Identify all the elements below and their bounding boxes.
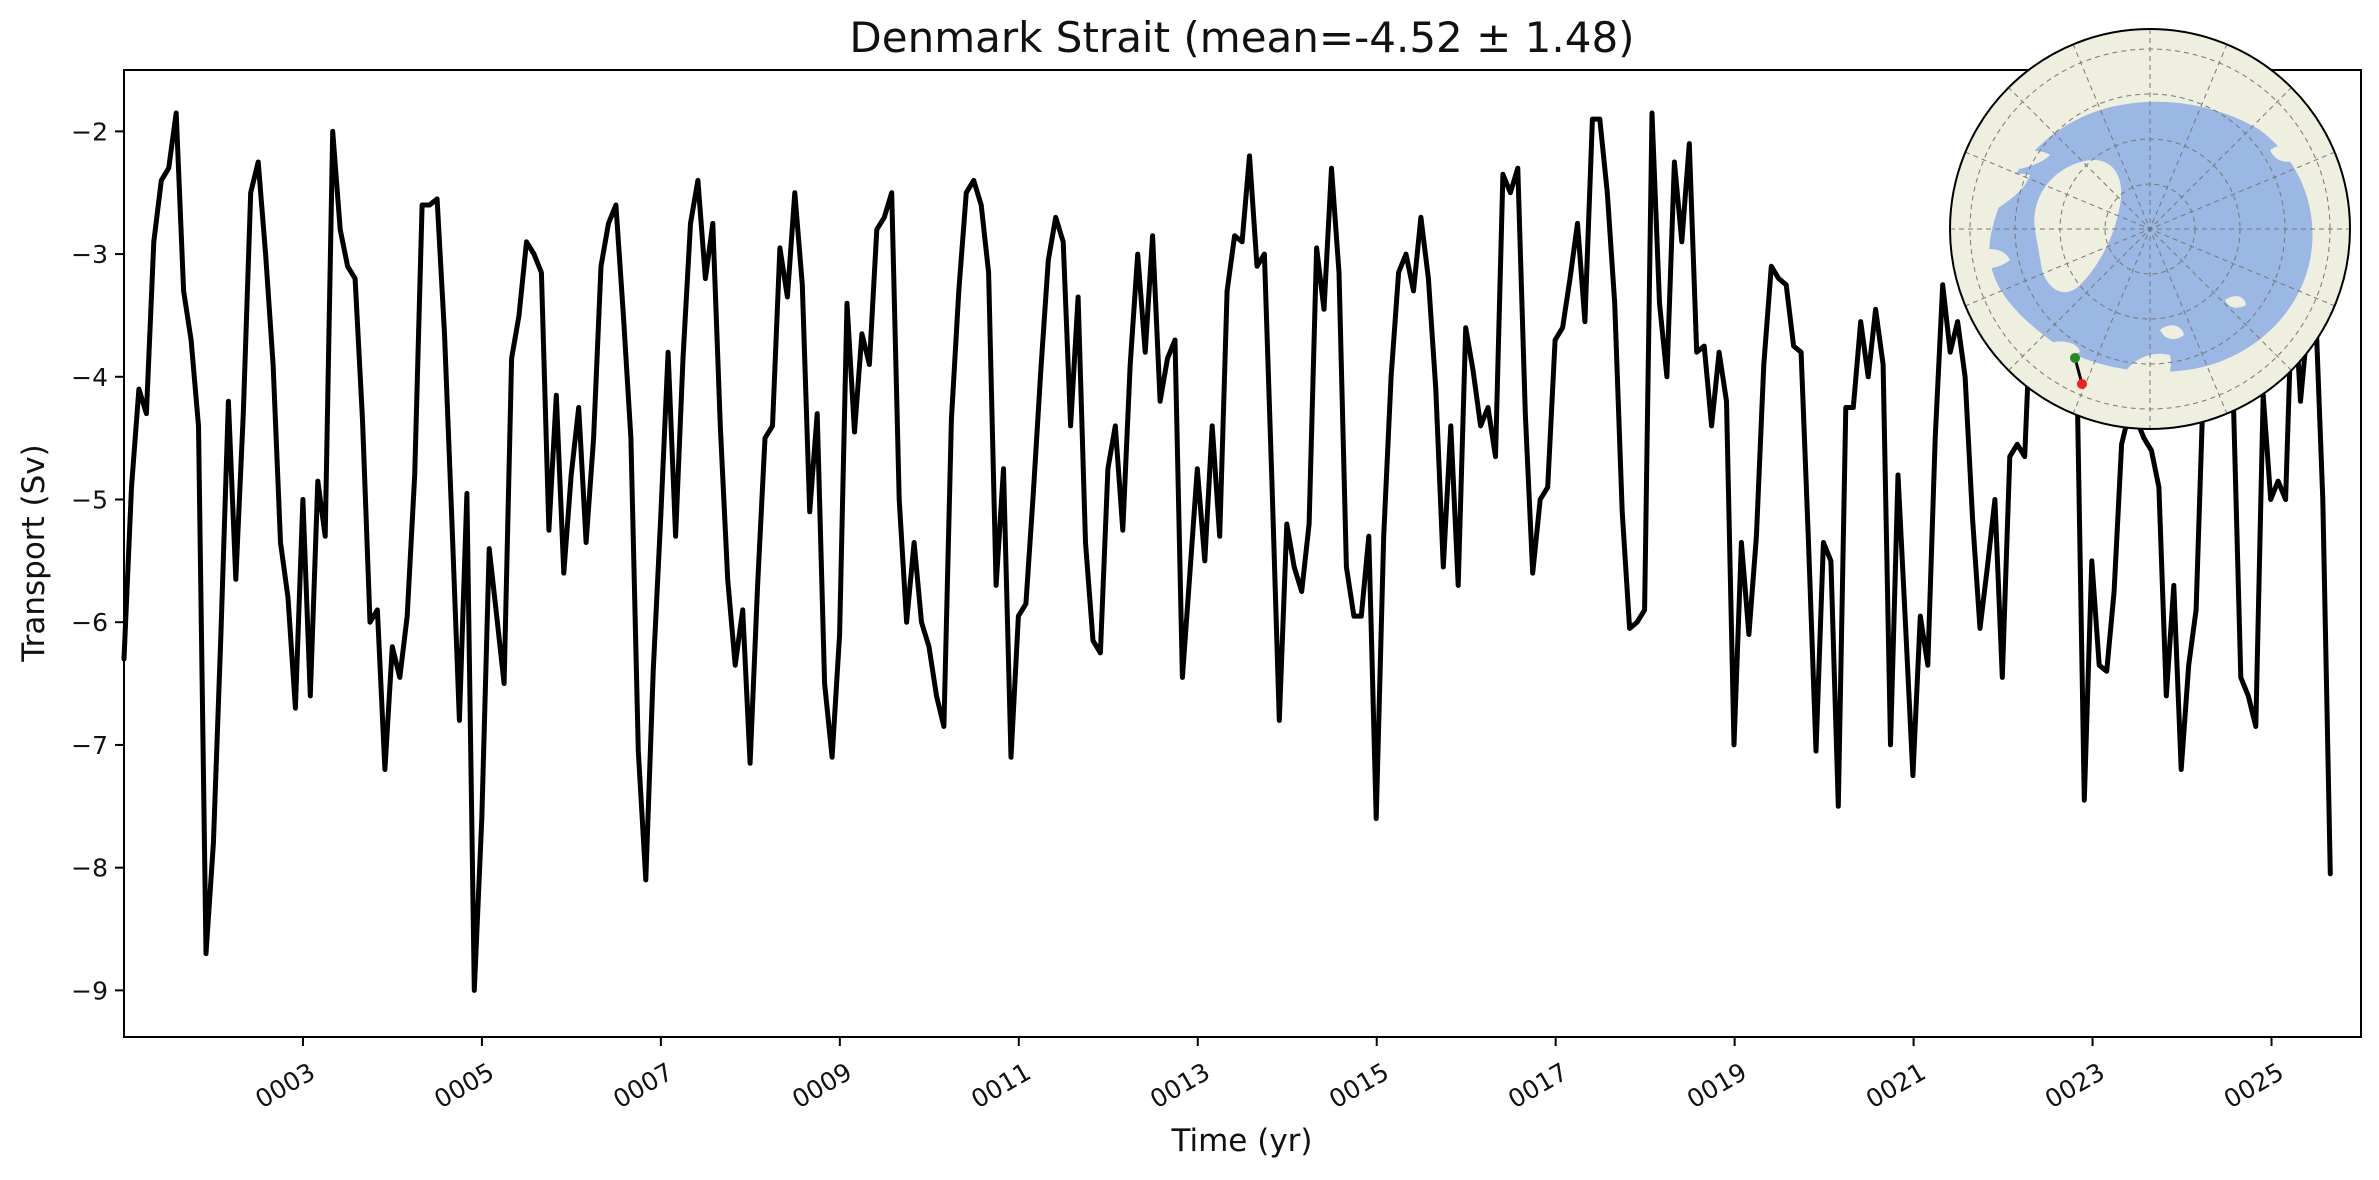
x-tick-label: 0015 xyxy=(1324,1057,1394,1114)
y-tick-label: −8 xyxy=(71,854,108,883)
inset-polar-map xyxy=(1949,28,2351,430)
map-land xyxy=(1950,29,2350,429)
x-tick-label: 0019 xyxy=(1682,1057,1752,1114)
series-line xyxy=(121,110,2333,993)
x-tick-label: 0005 xyxy=(429,1057,499,1114)
map-graticule xyxy=(1950,29,2350,429)
map-outline xyxy=(1949,28,2351,430)
chart-title: Denmark Strait (mean=-4.52 ± 1.48) xyxy=(849,13,1634,62)
x-tick-label: 0017 xyxy=(1503,1057,1573,1114)
x-tick-label: 0023 xyxy=(2040,1057,2110,1114)
x-tick-label: 0021 xyxy=(1861,1057,1931,1114)
x-axis-label: Time (yr) xyxy=(1171,1123,1313,1159)
y-tick-label: −5 xyxy=(71,486,108,515)
section-end-point xyxy=(2077,379,2087,389)
y-tick-label: −9 xyxy=(71,976,108,1005)
x-tick-label: 0003 xyxy=(250,1057,320,1114)
y-tick-label: −2 xyxy=(71,117,108,146)
x-axis-ticks: 0003 0005 0007 0009 0011 0013 0015 0017 0019 0021… xyxy=(250,1037,2289,1114)
y-tick-label: −4 xyxy=(71,363,108,392)
x-tick-label: 0013 xyxy=(1145,1057,1215,1114)
x-tick-label: 0009 xyxy=(787,1057,857,1114)
y-tick-label: −3 xyxy=(71,240,108,269)
y-axis-label: Transport (Sv) xyxy=(16,444,52,663)
section-start-point xyxy=(2070,353,2080,363)
y-tick-label: −6 xyxy=(71,608,108,637)
y-tick-label: −7 xyxy=(71,731,108,760)
x-tick-label: 0007 xyxy=(608,1057,678,1114)
y-axis-ticks: −9 −8 −7 −6 −5 −4 −3 −2 xyxy=(71,117,124,1005)
x-tick-label: 0011 xyxy=(966,1057,1036,1114)
x-tick-label: 0025 xyxy=(2219,1057,2289,1114)
